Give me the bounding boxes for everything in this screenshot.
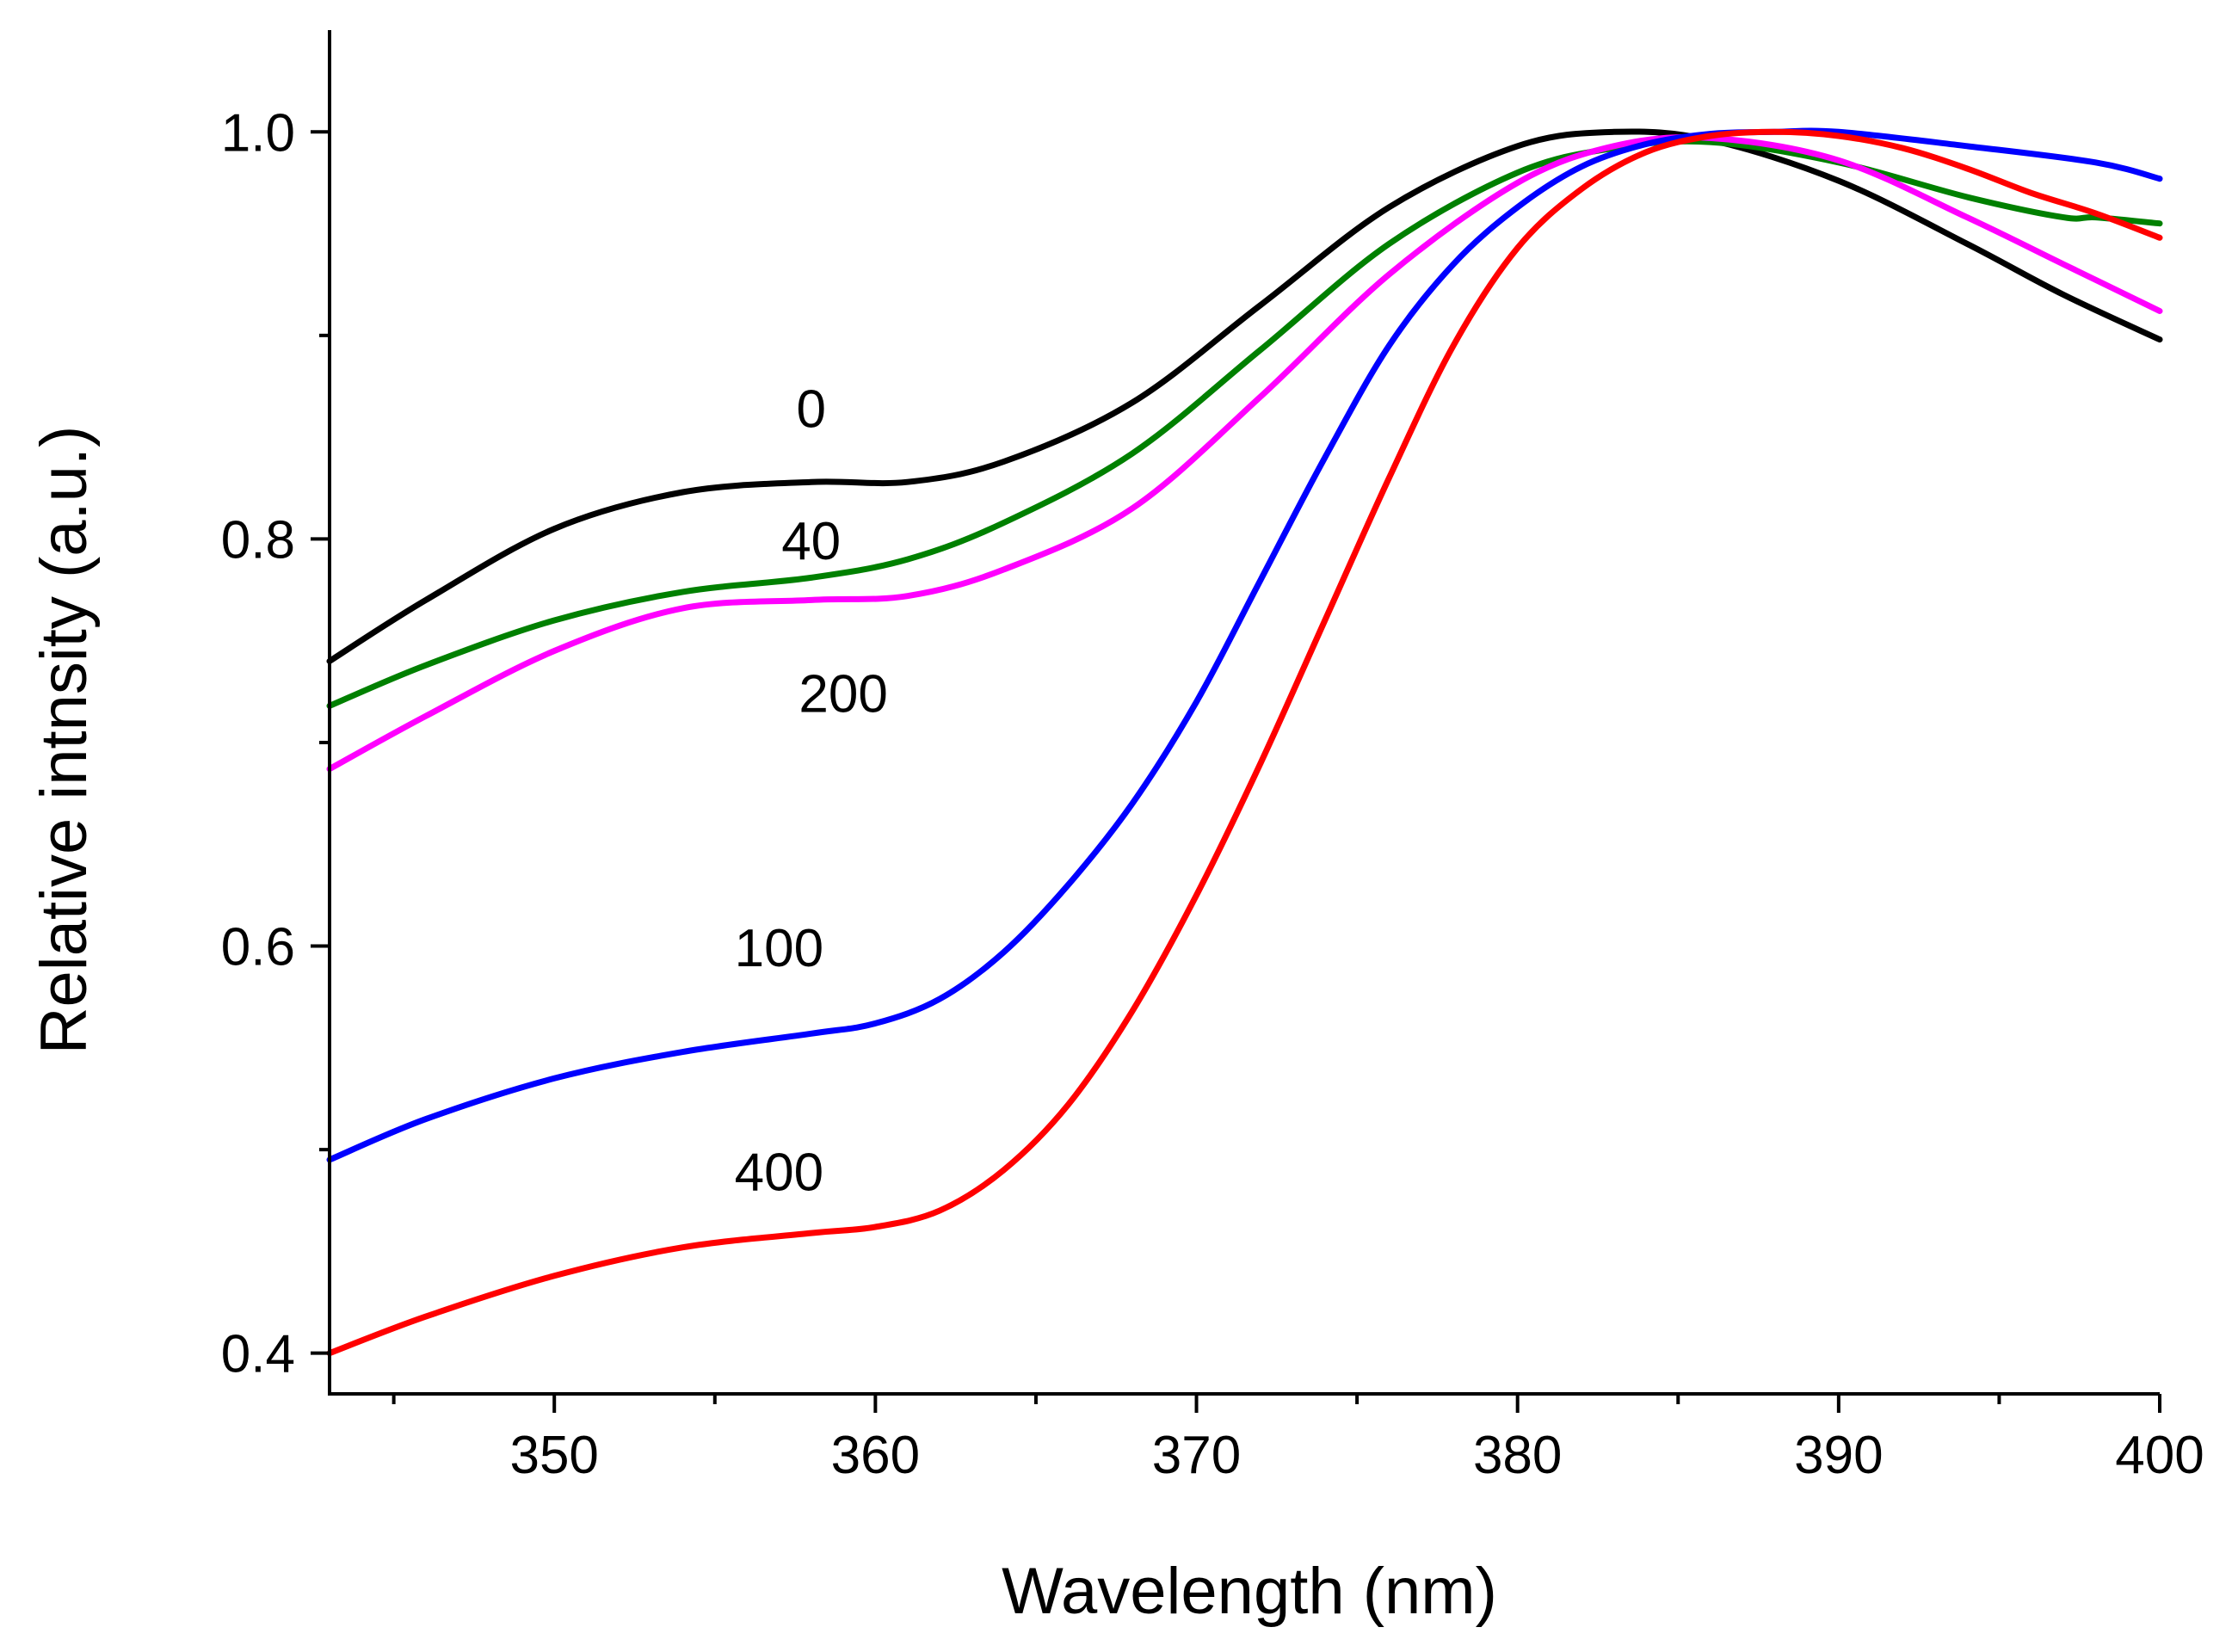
x-tick-label: 390 xyxy=(1794,1426,1883,1485)
y-tick-label: 1.0 xyxy=(221,103,295,163)
y-tick-label: 0.4 xyxy=(221,1325,295,1384)
x-tick-label: 380 xyxy=(1473,1426,1562,1485)
x-tick-label: 370 xyxy=(1152,1426,1241,1485)
x-tick-label: 360 xyxy=(831,1426,920,1485)
x-axis-title: Wavelength (nm) xyxy=(1002,1555,1497,1628)
series-line-100 xyxy=(326,127,2163,1163)
series-label-0: 0 xyxy=(796,379,825,439)
series-line-0 xyxy=(326,128,2163,664)
y-tick-label: 0.6 xyxy=(221,918,295,977)
y-tick-label: 0.8 xyxy=(221,510,295,570)
y-axis-title: Relative intnsity (a.u.) xyxy=(28,426,101,1055)
x-tick-label: 350 xyxy=(509,1426,598,1485)
series-labels: 0 40 200 100 400 xyxy=(735,379,888,1202)
series-layer xyxy=(326,127,2163,1357)
series-label-100: 100 xyxy=(735,919,823,978)
series-label-200: 200 xyxy=(798,665,887,724)
series-line-40 xyxy=(326,138,2163,709)
series-label-400: 400 xyxy=(735,1143,823,1202)
series-line-400 xyxy=(326,128,2163,1357)
x-tick-label: 400 xyxy=(2115,1426,2204,1485)
series-line-200 xyxy=(326,133,2163,773)
series-label-40: 40 xyxy=(781,512,841,571)
